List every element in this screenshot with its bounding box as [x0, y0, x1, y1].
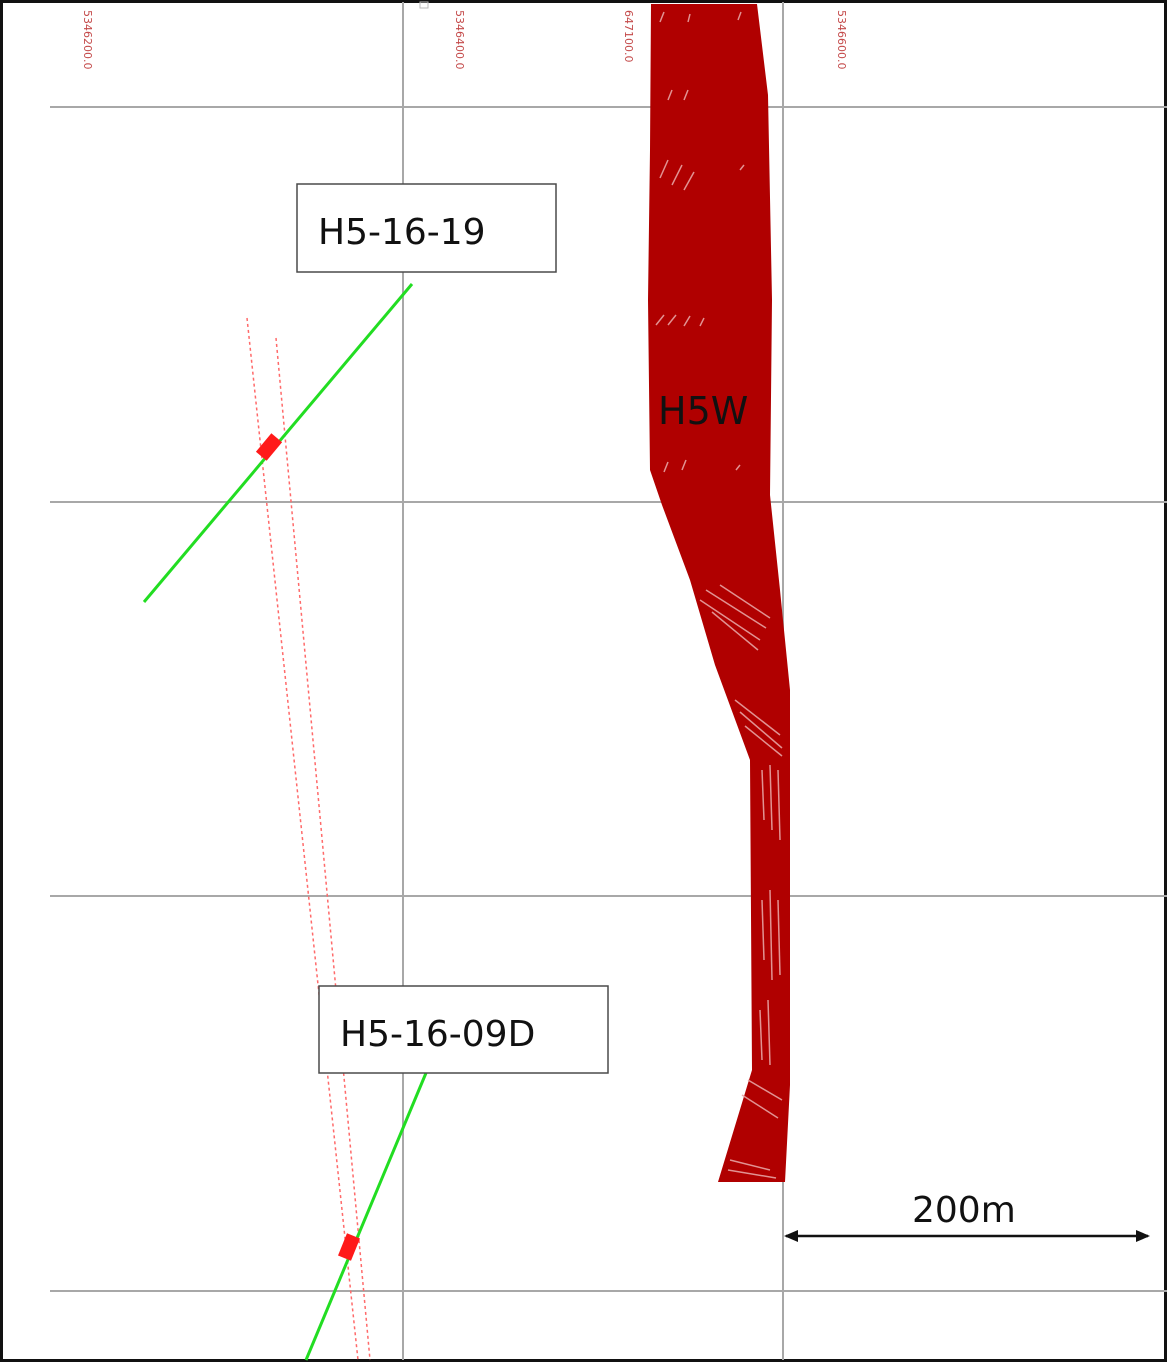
- callout-text-h5-16-19: H5-16-19: [318, 212, 486, 253]
- grid-label-4: 5346600.0: [835, 10, 848, 70]
- callout-box-h5-16-19: [296, 183, 557, 273]
- scale-bar: 200m: [784, 1190, 1150, 1242]
- projection-lines: [246, 317, 371, 1361]
- intercept-marker-h5-16-19: [255, 433, 283, 461]
- scale-bar-label: 200m: [912, 1190, 1016, 1231]
- grid-label-1: 5346200.0: [81, 10, 94, 70]
- grid-lines-horizontal: [50, 106, 1167, 1292]
- grid-label-2: 5346400.0: [453, 10, 466, 70]
- callout-text-h5-16-09d: H5-16-09D: [340, 1014, 535, 1055]
- zone-hatch-marks: [655, 11, 783, 1179]
- callout-h5-16-09d[interactable]: H5-16-09D: [318, 985, 609, 1074]
- drillhole-h5-16-19[interactable]: [142, 283, 414, 603]
- h5w-zone[interactable]: [648, 4, 790, 1182]
- h5w-zone-shape: [648, 4, 790, 1182]
- grid-label-3: 647100.0: [622, 10, 635, 63]
- intercept-marker-h5-16-09d: [338, 1233, 360, 1261]
- grid-marker: [419, 1, 429, 9]
- zone-label-h5w: H5W: [658, 389, 748, 433]
- callout-h5-16-19[interactable]: H5-16-19: [296, 183, 557, 273]
- drill-trace-h5-16-09d: [304, 1072, 428, 1361]
- callout-box-h5-16-09d: [318, 985, 609, 1074]
- projection-line-a: [246, 317, 359, 1361]
- drillhole-h5-16-09d[interactable]: [304, 1072, 428, 1361]
